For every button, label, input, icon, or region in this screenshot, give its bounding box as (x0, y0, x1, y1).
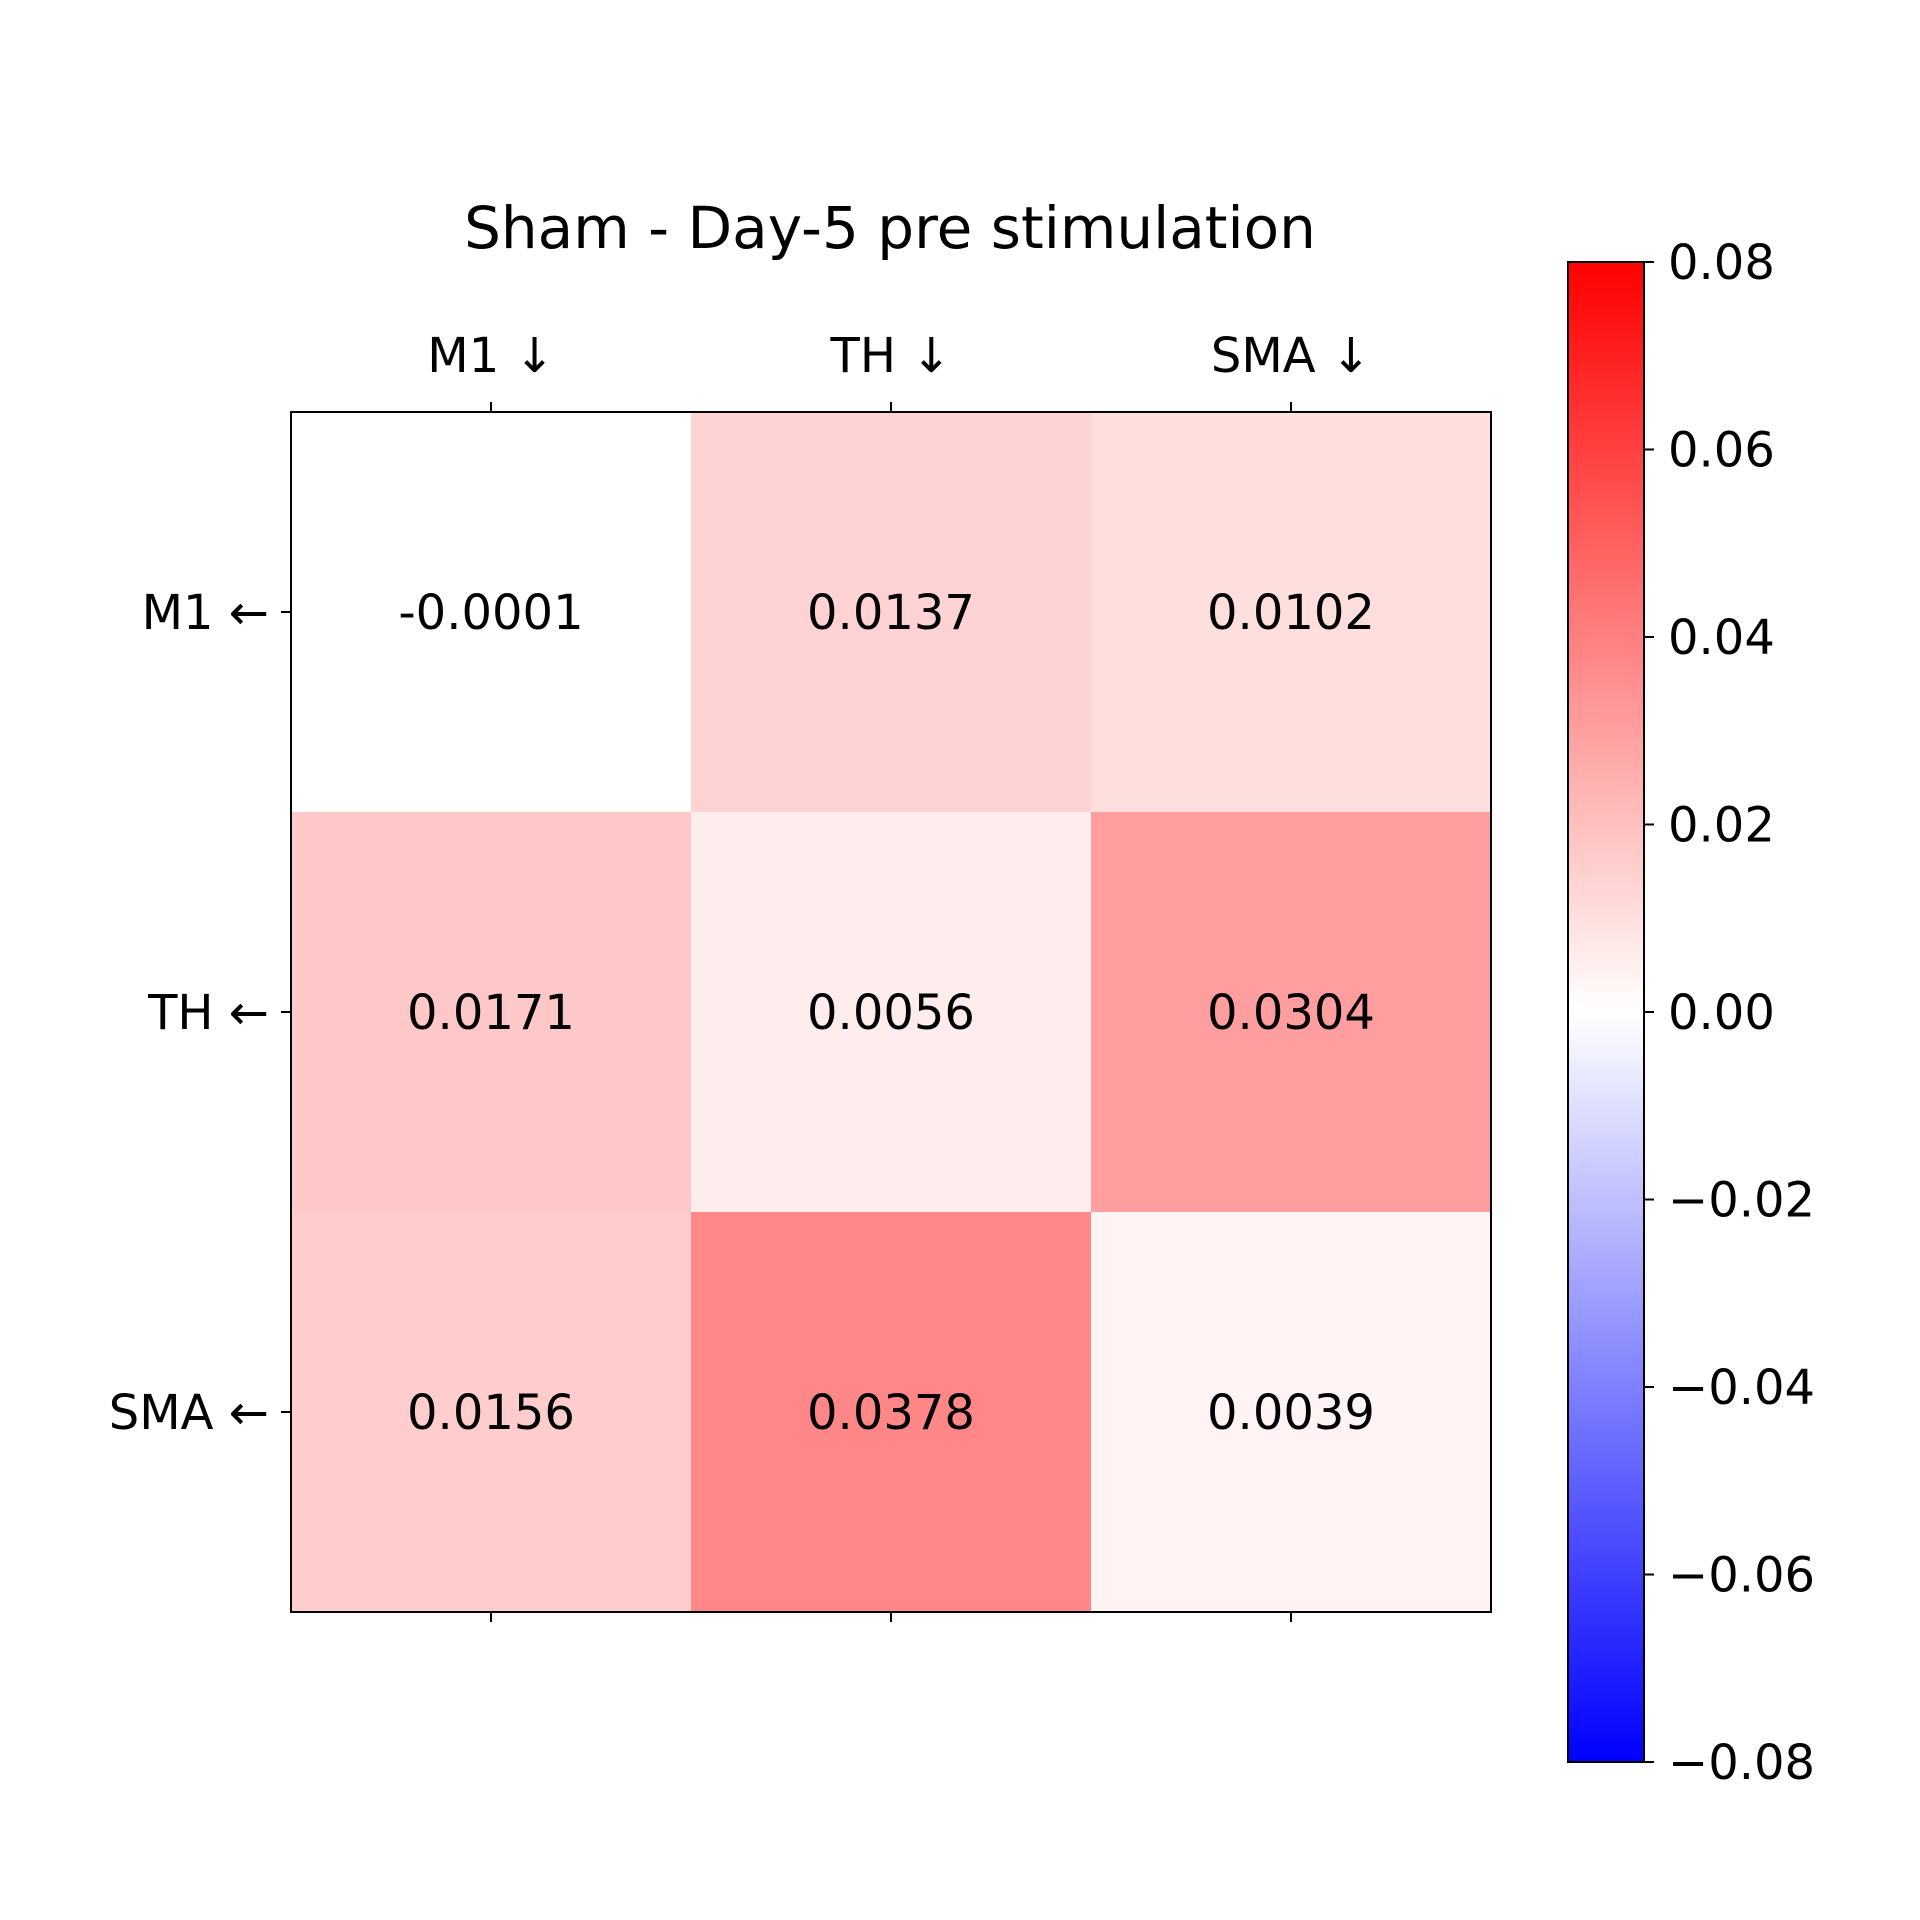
colorbar-tick-label-8: −0.08 (1668, 1735, 1815, 1791)
colorbar-tick-label-2: 0.04 (1668, 610, 1775, 666)
heatmap-cells (291, 412, 1491, 1612)
cell-value-1-2: 0.0304 (1207, 985, 1375, 1041)
cell-value-2-1: 0.0378 (807, 1385, 975, 1441)
colorbar-tick-label-4: 0.00 (1668, 985, 1775, 1041)
cell-value-2-2: 0.0039 (1207, 1385, 1375, 1441)
heatmap-cell-1-2 (1091, 812, 1491, 1212)
cell-value-0-1: 0.0137 (807, 585, 975, 641)
colorbar-tick-label-5: −0.02 (1668, 1173, 1815, 1229)
cell-value-1-0: 0.0171 (407, 985, 575, 1041)
x-tick-label-2: SMA ↓ (1211, 328, 1371, 384)
cell-value-2-0: 0.0156 (407, 1385, 575, 1441)
y-tick-label-2: SMA ← (109, 1385, 269, 1441)
heatmap-cell-0-2 (1091, 412, 1491, 812)
heatmap-cell-0-0 (291, 412, 691, 812)
colorbar-tick-label-0: 0.08 (1668, 235, 1775, 291)
heatmap-cell-0-1 (691, 412, 1091, 812)
heatmap-cell-1-1 (691, 812, 1091, 1212)
heatmap-cell-labels: -0.0001 0.0137 0.0102 0.0171 0.0056 0.0304 0.0… (398, 585, 1375, 1441)
y-tick-label-0: M1 ← (142, 585, 269, 641)
colorbar-tick-label-6: −0.04 (1668, 1360, 1815, 1416)
x-tick-label-1: TH ↓ (830, 328, 952, 384)
cell-value-0-2: 0.0102 (1207, 585, 1375, 641)
colorbar-tick-label-1: 0.06 (1668, 423, 1775, 479)
y-tick-label-1: TH ← (147, 985, 269, 1041)
x-tick-label-0: M1 ↓ (427, 328, 554, 384)
colorbar-tick-label-3: 0.02 (1668, 798, 1775, 854)
chart-title: Sham - Day-5 pre stimulation (464, 194, 1316, 262)
heatmap-cell-2-1 (691, 1212, 1091, 1612)
colorbar-tick-label-7: −0.06 (1668, 1548, 1815, 1604)
colorbar: 0.08 0.06 0.04 0.02 0.00 −0.02 −0.04 −0.06 −0.08 (1567, 235, 1815, 1791)
cell-value-1-1: 0.0056 (807, 985, 975, 1041)
cell-value-0-0: -0.0001 (398, 585, 583, 641)
heatmap-axes: M1 ↓ TH ↓ SMA ↓ M1 ← TH ← SMA ← (109, 328, 1492, 1622)
heatmap-cell-1-0 (291, 812, 691, 1212)
heatmap-cell-2-0 (291, 1212, 691, 1612)
heatmap-cell-2-2 (1091, 1212, 1491, 1612)
colorbar-gradient (1567, 261, 1645, 1763)
